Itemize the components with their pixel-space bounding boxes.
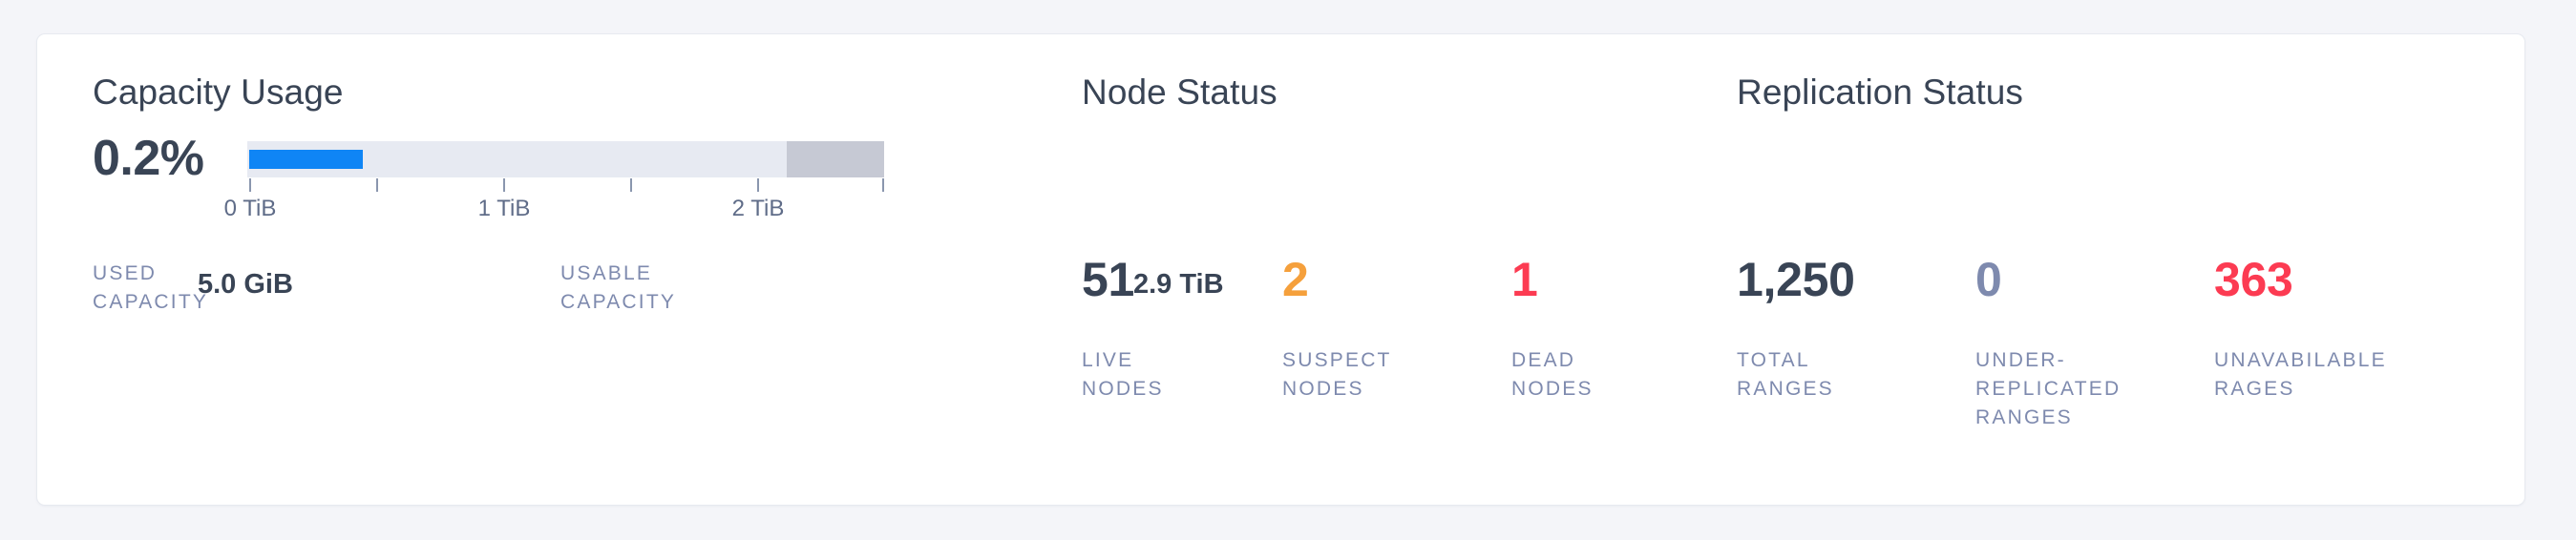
replication-status-section: Replication Status 1,250 TOTAL RANGES 0 UND… <box>1737 34 2501 505</box>
axis-label-1: 1 TiB <box>477 196 531 221</box>
node-stat-value: 51 <box>1082 253 1135 306</box>
node-status-section: Node Status 51 LIVE NODES 2 SUSPECT NODES 1 D… <box>1082 34 1712 505</box>
capacity-stat-label: USABLE CAPACITY <box>560 262 677 313</box>
axis-tick-5 <box>882 178 884 192</box>
axis-label-2: 2 TiB <box>731 196 785 221</box>
replication-stat-value: 363 <box>2214 253 2293 306</box>
capacity-bar-used-fill <box>249 150 363 169</box>
summary-sections: Capacity Usage 0.2% 0 TiB 1 TiB 2 TiB USED… <box>37 34 2524 505</box>
capacity-bar-axis-ticks <box>247 178 884 194</box>
replication-stat-label: UNAVABILABLE RAGES <box>2214 349 2387 400</box>
capacity-bar-unusable-segment <box>787 141 884 177</box>
capacity-usage-section: Capacity Usage 0.2% 0 TiB 1 TiB 2 TiB USED… <box>93 34 1224 505</box>
node-stat-label: LIVE NODES <box>1082 349 1164 400</box>
replication-stat-value: 0 <box>1975 253 2002 306</box>
replication-stat-value: 1,250 <box>1737 253 1855 306</box>
replication-stat-label: TOTAL RANGES <box>1737 349 1834 400</box>
node-stat-value: 1 <box>1511 253 1538 306</box>
capacity-stat-value: 2.9 TiB <box>1133 269 1224 300</box>
replication-stat-label: UNDER- REPLICATED RANGES <box>1975 349 2122 428</box>
node-stat-value: 2 <box>1282 253 1309 306</box>
node-stat-label: SUSPECT NODES <box>1282 349 1392 400</box>
axis-tick-4 <box>757 178 759 192</box>
capacity-percent-value: 0.2% <box>93 131 204 186</box>
capacity-stat-value: 5.0 GiB <box>198 269 293 300</box>
capacity-stat-label: USED CAPACITY <box>93 262 209 313</box>
axis-tick-0 <box>249 178 251 192</box>
axis-tick-1 <box>376 178 378 192</box>
axis-label-0: 0 TiB <box>223 196 277 221</box>
axis-tick-3 <box>630 178 632 192</box>
capacity-usage-body: 0.2% 0 TiB 1 TiB 2 TiB <box>93 134 1047 420</box>
capacity-usage-title: Capacity Usage <box>93 73 344 112</box>
node-stat-label: DEAD NODES <box>1511 349 1594 400</box>
cluster-summary-card: Capacity Usage 0.2% 0 TiB 1 TiB 2 TiB USED… <box>36 33 2525 506</box>
axis-tick-2 <box>503 178 505 192</box>
capacity-bar-axis-labels: 0 TiB 1 TiB 2 TiB <box>224 196 884 222</box>
node-status-title: Node Status <box>1082 73 1277 112</box>
capacity-bar-chart[interactable]: 0 TiB 1 TiB 2 TiB <box>224 141 884 222</box>
capacity-bar-track <box>247 141 884 177</box>
replication-status-title: Replication Status <box>1737 73 2024 112</box>
